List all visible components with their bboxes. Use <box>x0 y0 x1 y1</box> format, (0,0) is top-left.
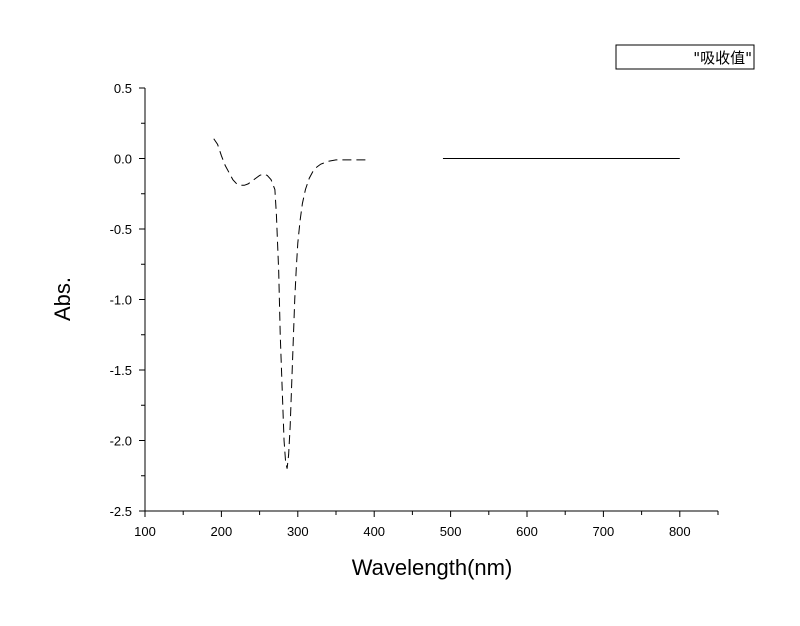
y-tick-label: -0.5 <box>110 222 132 237</box>
legend: "吸收值" <box>615 44 755 70</box>
y-tick-label: 0.5 <box>114 81 132 96</box>
ticks: 100 200 300 400 500 600 700 800 0.5 0.0 -0.5 -1.0 -1… <box>110 81 719 539</box>
y-tick-label: -1.5 <box>110 363 132 378</box>
x-tick-label: 800 <box>669 524 691 539</box>
y-axis-title: Abs. <box>50 277 75 321</box>
x-tick-label: 700 <box>593 524 615 539</box>
x-tick-label: 100 <box>134 524 156 539</box>
series-layer <box>213 138 680 469</box>
x-tick-label: 500 <box>440 524 462 539</box>
x-tick-label: 300 <box>287 524 309 539</box>
x-tick-label: 200 <box>211 524 233 539</box>
x-axis-title: Wavelength(nm) <box>352 555 513 580</box>
legend-label: "吸收值" <box>693 49 752 67</box>
y-tick-label: -2.5 <box>110 504 132 519</box>
y-tick-label: -1.0 <box>110 293 132 308</box>
y-tick-label: -2.0 <box>110 434 132 449</box>
axes <box>144 88 718 512</box>
legend-box <box>615 44 755 70</box>
series-line-dashed <box>213 138 371 469</box>
x-tick-label: 600 <box>516 524 538 539</box>
y-tick-label: 0.0 <box>114 152 132 167</box>
x-tick-label: 400 <box>363 524 385 539</box>
